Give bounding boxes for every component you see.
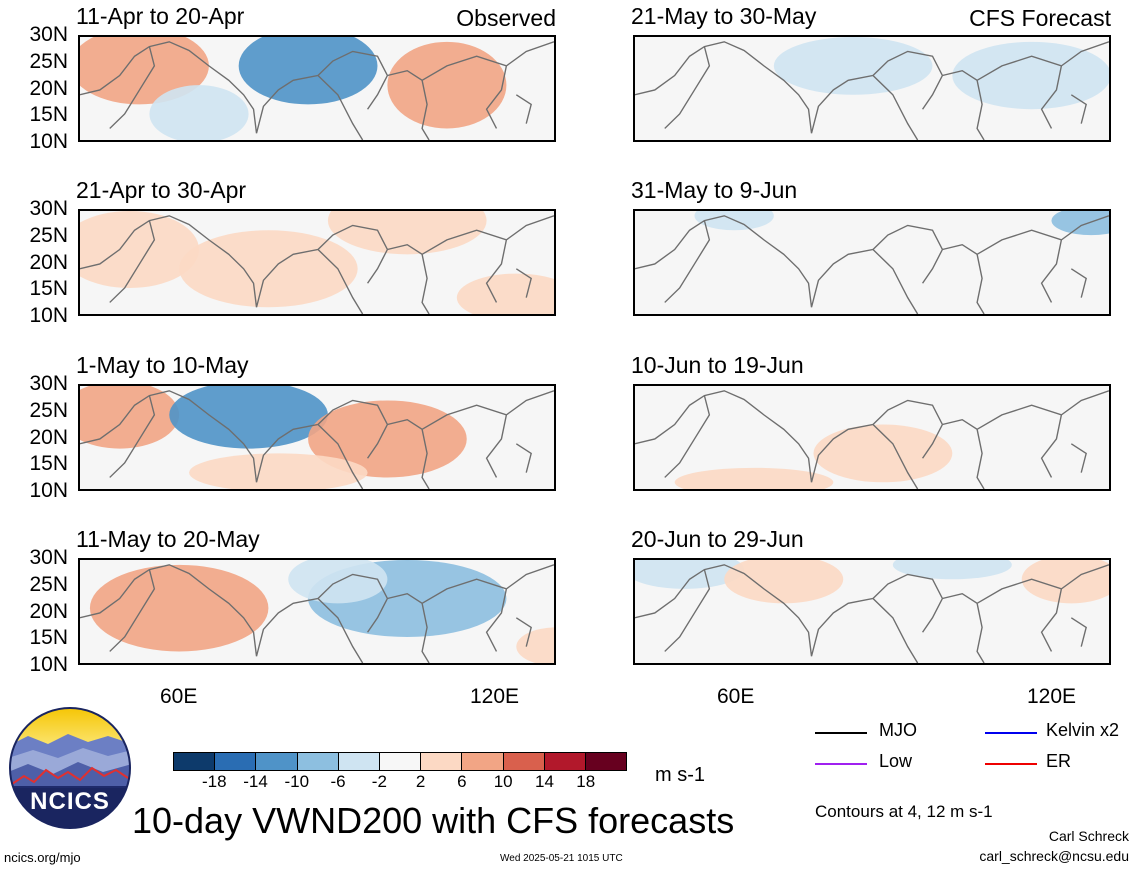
logo-text: NCICS bbox=[30, 788, 110, 815]
colorbar-tick-label: 2 bbox=[415, 772, 426, 791]
lat-label-25n: 25N bbox=[29, 398, 68, 422]
lat-label-10n: 10N bbox=[29, 130, 68, 153]
lat-label-20n: 20N bbox=[29, 250, 68, 274]
map-panel-3 bbox=[78, 384, 556, 491]
lat-label-10n: 10N bbox=[29, 479, 68, 502]
map-panel-2 bbox=[78, 209, 556, 316]
map-field-4 bbox=[80, 560, 554, 663]
colorbar-swatch bbox=[503, 753, 545, 770]
lon-label-60e-left: 60E bbox=[160, 685, 198, 708]
colorbar-swatch bbox=[379, 753, 422, 770]
panel-title-4: 11-May to 20-May bbox=[76, 526, 260, 552]
lon-label-120e-left: 120E bbox=[470, 685, 520, 708]
map-panel-1 bbox=[78, 35, 556, 142]
colorbar-tick-label: -18 bbox=[201, 772, 227, 791]
panel-tag-1: Observed bbox=[456, 5, 556, 31]
colorbar-tick-label: 10 bbox=[493, 772, 513, 791]
lat-label-15n: 15N bbox=[29, 103, 68, 127]
author: Carl Schreck bbox=[1048, 828, 1129, 844]
panel-title-2: 21-Apr to 30-Apr bbox=[76, 177, 247, 203]
lat-label-20n: 20N bbox=[29, 599, 68, 623]
colorbar-swatch bbox=[338, 753, 380, 770]
lat-label-15n: 15N bbox=[29, 626, 68, 650]
legend-label-er: ER bbox=[1046, 751, 1072, 771]
colorbar-swatch bbox=[174, 753, 216, 770]
lat-label-15n: 15N bbox=[29, 277, 68, 301]
colorbar-tick-label: -6 bbox=[330, 772, 346, 791]
colorbar-swatch bbox=[297, 753, 339, 770]
lat-label-30n: 30N bbox=[29, 197, 68, 220]
colorbar-tick-label: -14 bbox=[243, 772, 268, 791]
colorbar-swatch bbox=[585, 753, 627, 770]
colorbar-tick-label: -2 bbox=[371, 772, 387, 791]
colorbar-tick-label: 14 bbox=[534, 772, 554, 791]
panel-title-3: 1-May to 10-May bbox=[76, 352, 249, 378]
map-panel-8 bbox=[633, 558, 1111, 665]
lat-label-25n: 25N bbox=[29, 223, 68, 247]
lat-label-25n: 25N bbox=[29, 49, 68, 73]
colorbar-tick-label: 6 bbox=[457, 772, 467, 791]
map-field-3 bbox=[80, 386, 554, 489]
map-field-6 bbox=[635, 211, 1109, 314]
lat-label-10n: 10N bbox=[29, 304, 68, 327]
lon-label-60e-right: 60E bbox=[717, 685, 755, 708]
author-email: carl_schreck@ncsu.edu bbox=[979, 848, 1129, 864]
colorbar-swatch bbox=[421, 753, 463, 770]
lat-label-30n: 30N bbox=[29, 546, 68, 569]
main-title: 10-day VWND200 with CFS forecasts bbox=[132, 800, 735, 841]
lon-label-120e-right: 120E bbox=[1027, 685, 1077, 708]
map-panel-5 bbox=[633, 35, 1111, 142]
lat-label-30n: 30N bbox=[29, 372, 68, 395]
map-panel-7 bbox=[633, 384, 1111, 491]
map-field-2 bbox=[80, 211, 554, 314]
panel-title-5: 21-May to 30-May bbox=[631, 3, 817, 29]
map-field-5 bbox=[635, 37, 1109, 140]
map-panel-4 bbox=[78, 558, 556, 665]
panel-title-1: 11-Apr to 20-Apr bbox=[76, 3, 245, 29]
colorbar-swatch bbox=[462, 753, 504, 770]
legend-label-kelvin: Kelvin x2 bbox=[1046, 720, 1120, 740]
panel-title-8: 20-Jun to 29-Jun bbox=[631, 526, 804, 552]
contours-note: Contours at 4, 12 m s-1 bbox=[815, 802, 993, 821]
map-field-8 bbox=[635, 560, 1109, 663]
panel-title-7: 10-Jun to 19-Jun bbox=[631, 352, 804, 378]
lat-label-15n: 15N bbox=[29, 452, 68, 476]
lat-label-25n: 25N bbox=[29, 572, 68, 596]
lat-label-20n: 20N bbox=[29, 76, 68, 100]
panel-title-6: 31-May to 9-Jun bbox=[631, 177, 798, 203]
map-field-7 bbox=[635, 390, 1109, 489]
map-panel-6 bbox=[633, 209, 1111, 316]
footer-link[interactable]: ncics.org/mjo bbox=[4, 850, 81, 865]
colorbar-tick-label: 18 bbox=[576, 772, 596, 791]
contour-legend: MJO Kelvin x2 Low ER bbox=[815, 720, 1133, 780]
map-field-1 bbox=[80, 37, 554, 140]
legend-label-mjo: MJO bbox=[879, 720, 917, 740]
ncics-logo: NCICS bbox=[8, 706, 132, 830]
colorbar-swatch bbox=[256, 753, 298, 770]
colorbar-units: m s-1 bbox=[655, 764, 705, 786]
lat-label-30n: 30N bbox=[29, 23, 68, 46]
panel-tag-5: CFS Forecast bbox=[969, 5, 1111, 31]
colorbar-tick-label: -10 bbox=[284, 772, 310, 791]
footer-timestamp: Wed 2025-05-21 1015 UTC bbox=[500, 853, 623, 864]
lat-label-20n: 20N bbox=[29, 425, 68, 449]
legend-label-low: Low bbox=[879, 751, 913, 771]
colorbar bbox=[173, 752, 627, 771]
colorbar-swatch bbox=[215, 753, 257, 770]
lat-label-10n: 10N bbox=[29, 653, 68, 676]
colorbar-swatch bbox=[544, 753, 586, 770]
